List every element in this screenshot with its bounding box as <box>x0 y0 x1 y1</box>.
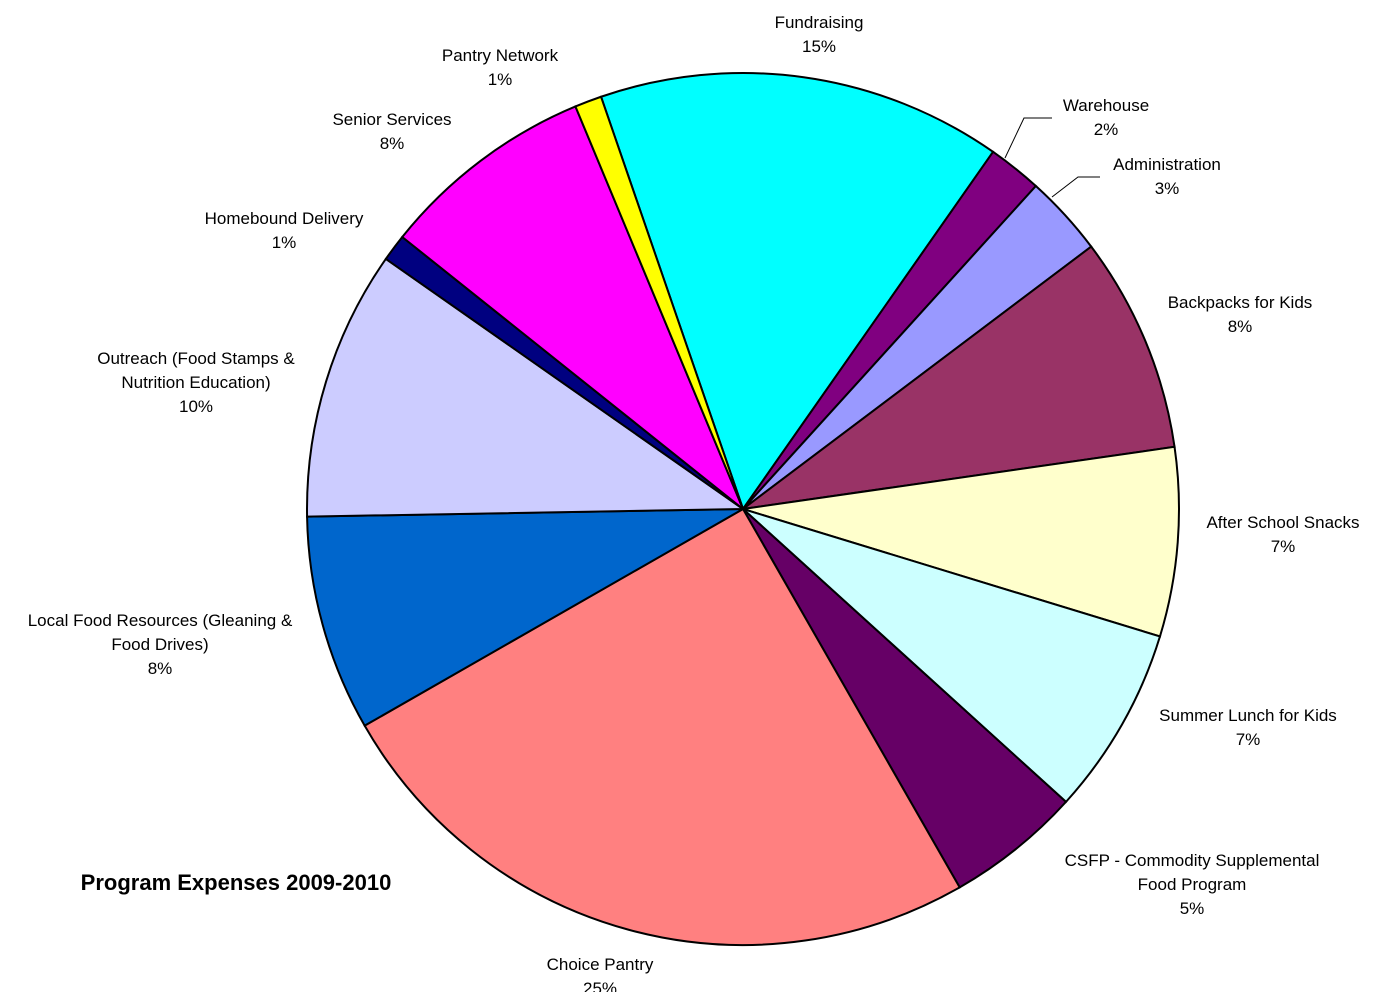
slice-label: Summer Lunch for Kids 7% <box>1159 706 1337 749</box>
slice-label: Administration 3% <box>1113 155 1221 198</box>
pie-slices <box>306 72 1180 946</box>
leader-lines <box>1004 117 1100 198</box>
slice-percent: 3% <box>1155 179 1180 198</box>
slice-name: Food Program <box>1138 875 1247 894</box>
slice-name: Choice Pantry <box>547 955 654 974</box>
slice-label: Warehouse 2% <box>1063 96 1149 139</box>
slice-percent: 15% <box>802 37 836 56</box>
slice-label: Local Food Resources (Gleaning & Food Dri… <box>28 611 293 678</box>
slice-percent: 8% <box>380 134 405 153</box>
slice-percent: 1% <box>488 70 513 89</box>
slice-label: CSFP - Commodity Supplemental Food Progra… <box>1065 851 1320 918</box>
slice-label: Outreach (Food Stamps & Nutrition Educati… <box>97 349 295 416</box>
pie-slice <box>742 445 1180 638</box>
leader-line <box>1051 176 1100 198</box>
slice-name: Outreach (Food Stamps & <box>97 349 295 368</box>
slice-name: Pantry Network <box>442 46 559 65</box>
slice-name: Homebound Delivery <box>205 209 364 228</box>
slice-labels: Fundraising 15% Warehouse 2% Administration 3… <box>28 13 1360 992</box>
slice-name: Summer Lunch for Kids <box>1159 706 1337 725</box>
slice-percent: 8% <box>1228 317 1253 336</box>
slice-label: Backpacks for Kids 8% <box>1168 293 1313 336</box>
slice-name: Backpacks for Kids <box>1168 293 1313 312</box>
pie-slice <box>306 257 747 518</box>
slice-label: After School Snacks 7% <box>1206 513 1359 556</box>
pie-slice <box>574 95 744 510</box>
slice-label: Fundraising 15% <box>775 13 864 56</box>
slice-name: Nutrition Education) <box>121 373 270 392</box>
slice-name: Senior Services <box>332 110 451 129</box>
slice-percent: 10% <box>179 397 213 416</box>
slice-name: Administration <box>1113 155 1221 174</box>
pie-slice <box>742 508 1162 804</box>
slice-percent: 2% <box>1094 120 1119 139</box>
slice-name: After School Snacks <box>1206 513 1359 532</box>
slice-name: Food Drives) <box>111 635 208 654</box>
slice-percent: 25% <box>583 979 617 992</box>
slice-name: Fundraising <box>775 13 864 32</box>
pie-slice <box>400 105 744 510</box>
slice-percent: 7% <box>1271 537 1296 556</box>
slice-percent: 1% <box>272 233 297 252</box>
slice-label: Senior Services 8% <box>332 110 451 153</box>
slice-percent: 7% <box>1236 730 1261 749</box>
pie-slice <box>363 507 962 946</box>
slice-label: Choice Pantry 25% <box>547 955 654 992</box>
slice-label: Pantry Network 1% <box>442 46 559 89</box>
slice-percent: 5% <box>1180 899 1205 918</box>
pie-slice <box>742 245 1176 510</box>
chart-title: Program Expenses 2009-2010 <box>81 870 392 895</box>
pie-slice <box>306 508 744 728</box>
slice-percent: 8% <box>148 659 173 678</box>
slice-label: Homebound Delivery 1% <box>205 209 364 252</box>
slice-name: Warehouse <box>1063 96 1149 115</box>
pie-slice <box>599 72 995 512</box>
slice-name: CSFP - Commodity Supplemental <box>1065 851 1320 870</box>
leader-line <box>1004 117 1052 159</box>
slice-name: Local Food Resources (Gleaning & <box>28 611 293 630</box>
